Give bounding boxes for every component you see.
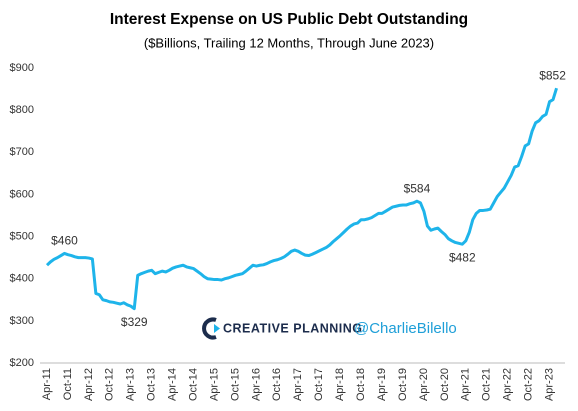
x-tick-label: Oct-17	[313, 368, 325, 401]
logo-icon	[202, 317, 220, 340]
x-tick-label: Oct-12	[104, 368, 116, 401]
value-label: $852	[539, 68, 566, 82]
x-tick-label: Apr-22	[502, 368, 514, 401]
x-tick-label: Apr-18	[334, 368, 346, 401]
value-label: $460	[51, 234, 78, 248]
x-tick-label: Oct-15	[229, 368, 241, 401]
x-tick-label: Apr-19	[376, 368, 388, 401]
x-tick-label: Apr-20	[418, 368, 430, 401]
y-tick-label: $900	[10, 62, 34, 74]
watermark-handle: @CharlieBilello	[354, 320, 457, 337]
x-tick-label: Apr-15	[208, 368, 220, 401]
x-tick-label: Apr-16	[250, 368, 262, 401]
x-tick-label: Oct-16	[271, 368, 283, 401]
x-tick-label: Apr-12	[83, 368, 95, 401]
x-tick-label: Oct-14	[187, 368, 199, 401]
y-tick-label: $800	[10, 104, 34, 116]
value-label: $584	[404, 181, 431, 195]
x-tick-label: Oct-19	[397, 368, 409, 401]
logo-arc	[202, 317, 217, 340]
data-line	[45, 87, 558, 311]
y-tick-label: $200	[10, 357, 34, 369]
chart-subtitle: ($Billions, Trailing 12 Months, Through …	[144, 35, 434, 50]
x-tick-label: Oct-11	[62, 368, 74, 400]
y-tick-label: $700	[10, 146, 34, 158]
x-tick-label: Oct-22	[523, 368, 535, 401]
x-tick-label: Oct-13	[146, 368, 158, 401]
chart-title: Interest Expense on US Public Debt Outst…	[110, 11, 468, 28]
x-tick-label: Apr-11	[41, 368, 53, 400]
x-tick-label: Apr-14	[167, 368, 179, 401]
x-tick-label: Apr-23	[543, 368, 555, 401]
y-tick-label: $400	[10, 273, 34, 285]
y-tick-label: $500	[10, 230, 34, 242]
logo-arrow	[214, 324, 220, 333]
x-tick-label: Oct-18	[355, 368, 367, 401]
x-tick-label: Apr-21	[460, 368, 472, 401]
y-tick-label: $600	[10, 188, 34, 200]
y-tick-label: $300	[10, 315, 34, 327]
value-label: $482	[449, 250, 476, 264]
x-tick-label: Apr-13	[125, 368, 137, 401]
x-tick-label: Oct-21	[481, 368, 493, 401]
value-label: $329	[121, 315, 148, 329]
x-tick-label: Oct-20	[439, 368, 451, 401]
watermark-brand: CREATIVE PLANNING	[223, 321, 363, 335]
x-tick-label: Apr-17	[292, 368, 304, 401]
